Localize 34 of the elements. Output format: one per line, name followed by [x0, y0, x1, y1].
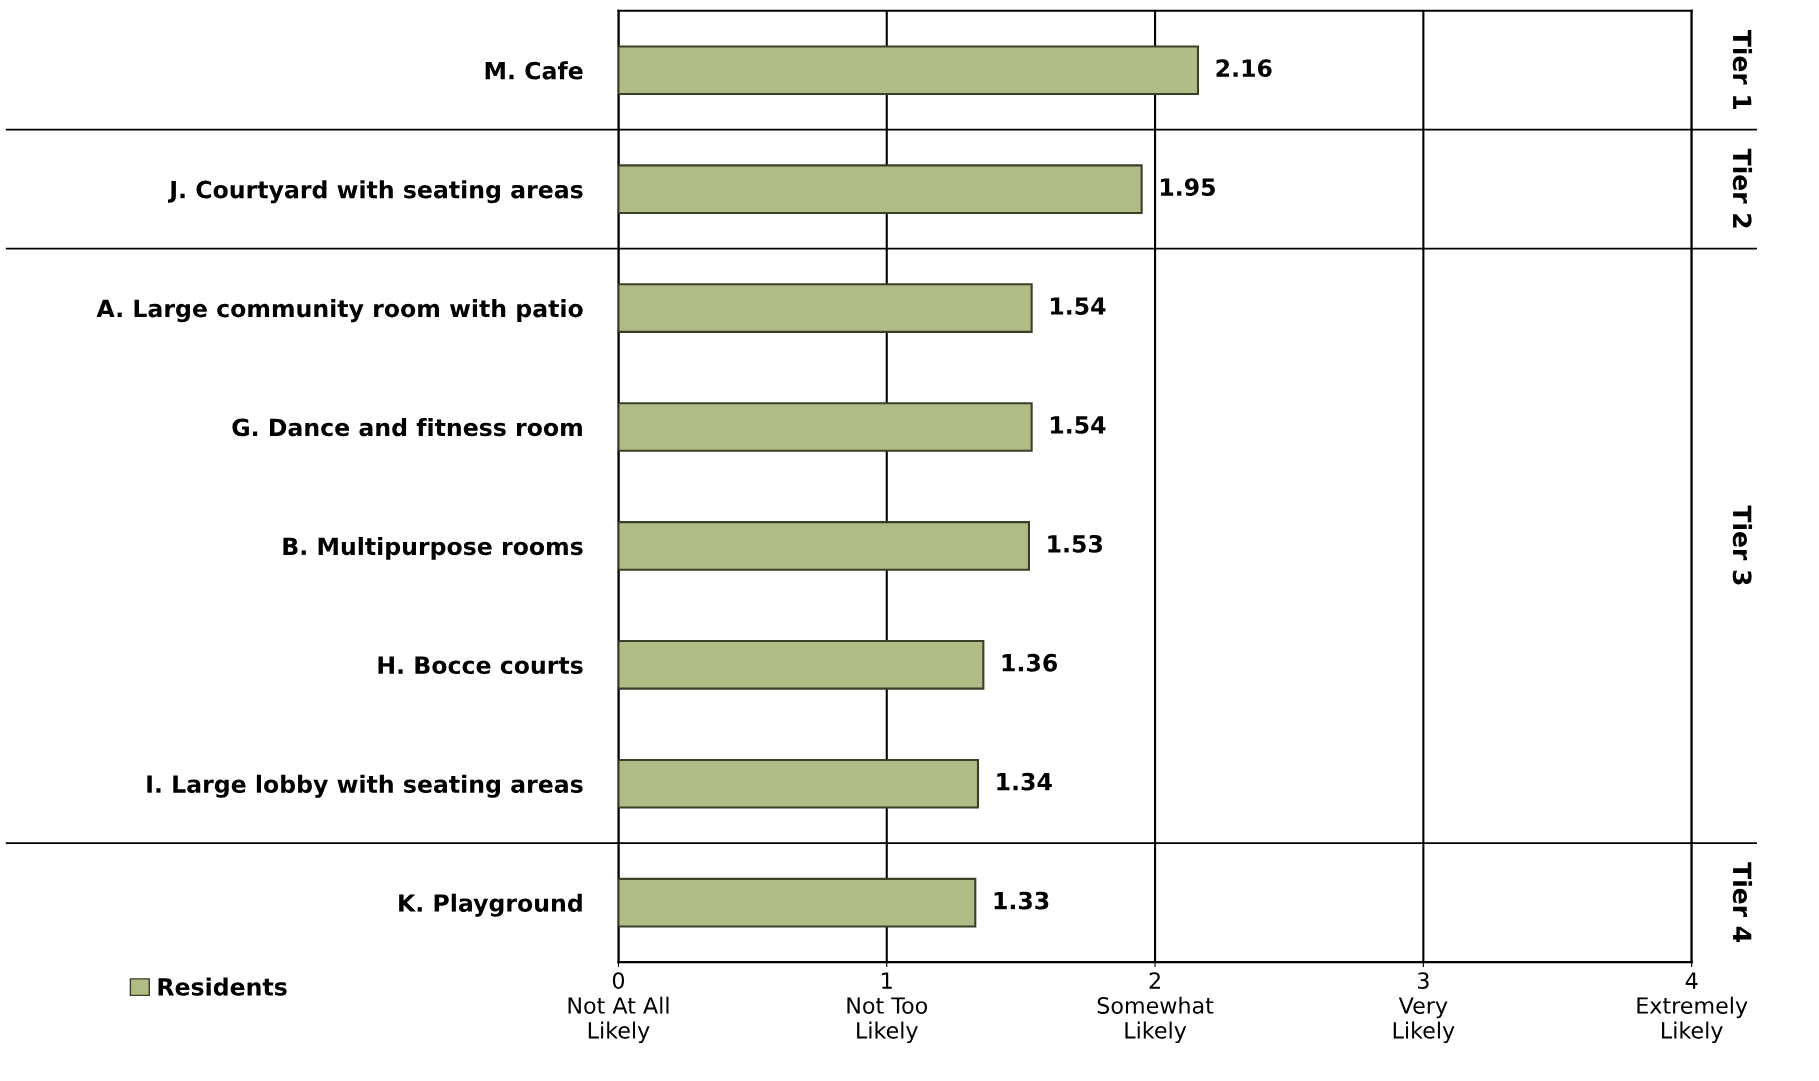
x-tick-label: 3 Very Likely [1393, 972, 1455, 1044]
y-tick-label: J. Courtyard with seating areas [167, 180, 583, 204]
data-label: 1.54 [1050, 416, 1106, 434]
x-tick-label: 0 Not At All Likely [568, 972, 669, 1044]
y-tick-label: M. Cafe [485, 61, 583, 80]
bar [618, 639, 985, 690]
bar [618, 521, 1030, 571]
data-label: 1.36 [1002, 653, 1057, 672]
data-label: 1.34 [997, 772, 1052, 791]
bar [618, 758, 980, 809]
text: Tier 2 [1732, 148, 1753, 228]
y-tick-label: I. Large lobby with seating areas [147, 774, 583, 798]
y-tick-label: H. Bocce courts [378, 656, 583, 675]
bar [618, 164, 1143, 214]
text: Tier 4 [1732, 862, 1753, 942]
x-tick-label: 2 Somewhat Likely [1097, 972, 1214, 1044]
data-label: 1.53 [1048, 534, 1103, 553]
bar [618, 45, 1200, 96]
y-tick-label: K. Playground [399, 893, 582, 917]
data-label: 1.54 [1050, 297, 1106, 315]
bar [618, 283, 1033, 333]
data-label: 2.16 [1216, 59, 1272, 78]
bar [618, 402, 1033, 452]
x-tick-label: 1 Not Too Likely [847, 972, 928, 1044]
bar [618, 877, 977, 928]
data-label: 1.95 [1160, 178, 1215, 197]
x-tick-label: 4 Extremely Likely [1637, 972, 1748, 1044]
data-label: 1.33 [994, 891, 1049, 910]
text: Tier 3 [1732, 505, 1753, 585]
legend-label: Residents [158, 977, 287, 996]
y-tick-label: G. Dance and fitness room [232, 418, 582, 437]
y-tick-label: B. Multipurpose rooms [283, 536, 583, 560]
y-tick-label: A. Large community room with patio [96, 299, 583, 323]
text: Tier 1 [1732, 29, 1753, 110]
